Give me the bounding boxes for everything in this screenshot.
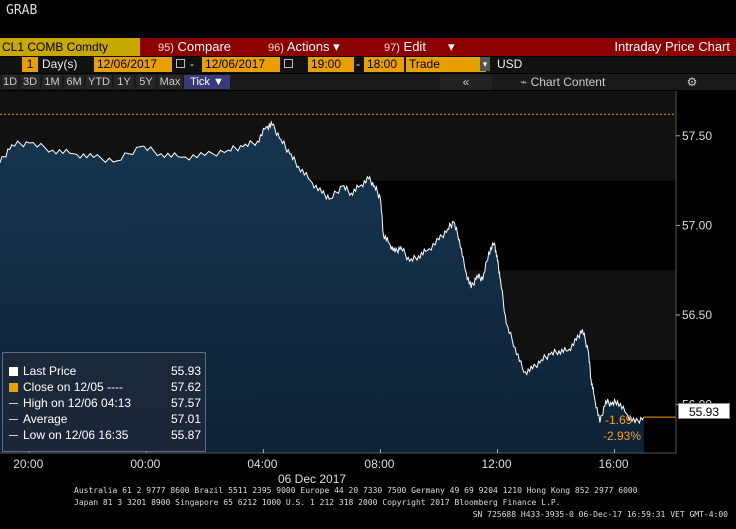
- end-time-field[interactable]: 18:00: [364, 57, 404, 72]
- days-field[interactable]: 1: [22, 57, 38, 72]
- days-unit-label: Day(s): [42, 57, 78, 71]
- start-date-field[interactable]: 12/06/2017: [94, 57, 172, 72]
- actions-button[interactable]: 96) Actions ▾: [268, 38, 340, 56]
- y-tick-label: 57.00: [682, 218, 712, 232]
- low-value: 55.87: [170, 428, 201, 442]
- period-button-6m[interactable]: 6M: [64, 75, 84, 89]
- actions-number: 96): [268, 42, 284, 54]
- start-time-field[interactable]: 19:00: [308, 57, 354, 72]
- end-date-field[interactable]: 12/06/2017: [202, 57, 280, 72]
- legend-high: High on 12/06 04:13 57.57: [9, 395, 201, 411]
- x-tick-label: 04:00: [247, 457, 278, 471]
- chart-content-button[interactable]: ⌁ Chart Content: [520, 74, 670, 90]
- period-button-ytd[interactable]: YTD: [86, 75, 112, 89]
- legend: Last Price 55.93 Close on 12/05 ---- 57.…: [2, 352, 206, 452]
- date-range-dash: -: [190, 57, 194, 71]
- close-swatch: [9, 383, 18, 392]
- x-tick-label: 20:00: [13, 457, 44, 471]
- last-price-swatch: [9, 367, 18, 376]
- high-swatch: [9, 403, 18, 404]
- close-label: Close on 12/05 ----: [23, 380, 124, 394]
- actions-dropdown-icon: ▾: [333, 39, 340, 54]
- low-swatch: [9, 435, 18, 436]
- period-button-1m[interactable]: 1M: [42, 75, 62, 89]
- y-tick-label: 57.50: [682, 129, 712, 143]
- start-calendar-icon[interactable]: [176, 59, 185, 68]
- ticker-field[interactable]: CL1 COMB Comdty: [0, 38, 140, 56]
- chart-content-label: Chart Content: [530, 75, 606, 89]
- average-value: 57.01: [170, 412, 201, 426]
- window-title: GRAB: [6, 3, 38, 18]
- x-axis-date-label: 06 Dec 2017: [278, 472, 347, 486]
- x-tick-label: 08:00: [364, 457, 395, 471]
- legend-last-price: Last Price 55.93: [9, 363, 201, 379]
- scroll-left-button[interactable]: «: [440, 74, 492, 90]
- period-button-5y[interactable]: 5Y: [136, 75, 156, 89]
- edit-number: 97): [384, 42, 400, 54]
- currency-label: USD: [497, 57, 523, 71]
- footer-contacts-line2: Japan 81 3 3201 8900 Singapore 65 6212 1…: [74, 498, 561, 507]
- period-button-tick[interactable]: Tick ▼: [184, 75, 230, 89]
- legend-close: Close on 12/05 ---- 57.62: [9, 379, 201, 395]
- time-range-dash: -: [356, 57, 360, 71]
- footer-contacts-line1: Australia 61 2 9777 8600 Brazil 5511 239…: [74, 486, 638, 495]
- edit-label: Edit: [403, 39, 426, 54]
- compare-label: Compare: [177, 39, 231, 54]
- mode-dropdown-icon[interactable]: ▾: [480, 57, 490, 71]
- average-swatch: [9, 419, 18, 420]
- chart-content-icon: ⌁: [520, 75, 528, 89]
- last-price-label: Last Price: [23, 364, 77, 378]
- legend-average: Average 57.01: [9, 411, 201, 427]
- x-tick-label: 12:00: [481, 457, 512, 471]
- change-percent: -2.93%: [603, 429, 642, 443]
- low-label: Low on 12/06 16:35: [23, 428, 129, 442]
- compare-number: 95): [158, 42, 174, 54]
- end-calendar-icon[interactable]: [284, 59, 293, 68]
- high-label: High on 12/06 04:13: [23, 396, 132, 410]
- chart-type-title: Intraday Price Chart: [614, 39, 730, 54]
- legend-low: Low on 12/06 16:35 55.87: [9, 427, 201, 443]
- period-button-1y[interactable]: 1Y: [114, 75, 134, 89]
- command-bar: [0, 38, 736, 56]
- edit-dropdown-icon[interactable]: ▾: [448, 39, 455, 54]
- price-line: [0, 120, 645, 425]
- gear-icon[interactable]: ⚙: [686, 75, 698, 89]
- edit-button[interactable]: 97) Edit: [384, 38, 426, 56]
- footer-session-line: SN 725688 H433-3935-0 06-Dec-17 16:59:31…: [472, 510, 728, 519]
- x-tick-label: 00:00: [130, 457, 161, 471]
- close-value: 57.62: [170, 380, 201, 394]
- change-absolute: -1.69: [605, 413, 633, 427]
- average-label: Average: [23, 412, 68, 426]
- high-value: 57.57: [170, 396, 201, 410]
- period-button-3d[interactable]: 3D: [20, 75, 40, 89]
- x-tick-label: 16:00: [598, 457, 629, 471]
- period-button-max[interactable]: Max: [158, 75, 182, 89]
- period-button-1d[interactable]: 1D: [2, 75, 18, 89]
- y-tick-label: 56.50: [682, 308, 712, 322]
- last-price-tag: 55.93: [678, 403, 730, 419]
- compare-button[interactable]: 95) Compare: [158, 38, 231, 56]
- last-price-value: 55.93: [170, 364, 201, 378]
- actions-label: Actions: [286, 39, 330, 54]
- mode-select[interactable]: Trade: [406, 57, 486, 72]
